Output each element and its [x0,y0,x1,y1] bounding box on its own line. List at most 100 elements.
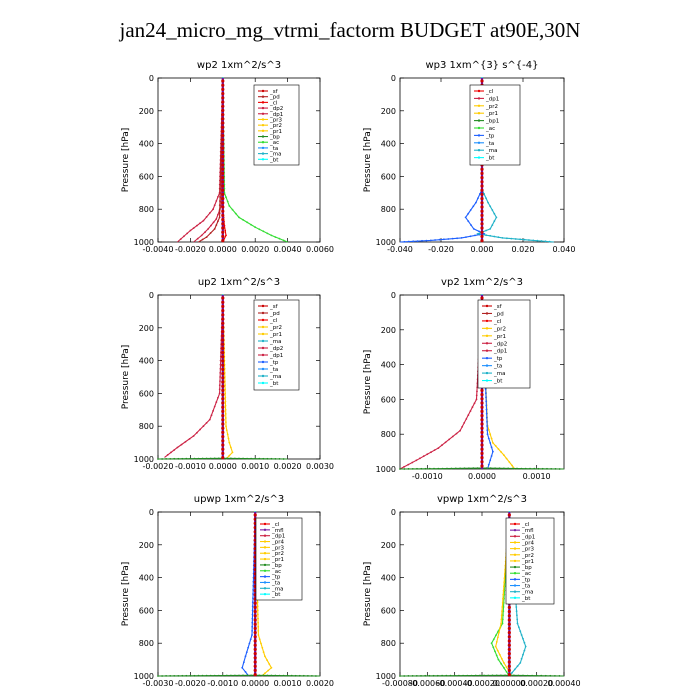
series-point [480,226,484,230]
x-tick-label: 0.0000 [209,462,237,471]
series-point [536,239,539,242]
series-line_dp1 [399,294,483,470]
series-point [253,618,257,622]
y-tick-label: 800 [139,639,154,648]
y-tick-label: 200 [139,541,154,550]
series-point [520,634,523,636]
series-point [234,212,237,215]
series-point [548,240,551,243]
series-point [253,610,257,614]
legend-label: _bt [485,156,495,162]
series-point [264,655,266,658]
series-point [221,422,225,426]
series-point [221,380,225,384]
series-point [226,433,229,436]
series-point [426,453,429,456]
series-point [523,238,526,241]
series-point [221,363,225,367]
series-point [491,224,494,227]
series-point [472,205,475,208]
series-point [221,218,225,222]
x-tick-label: 0.040 [553,245,576,254]
page-title: jan24_micro_mg_vtrmi_factorm BUDGET at90… [119,18,581,42]
series-point [519,662,522,664]
series-point [221,451,225,455]
series-point [173,675,176,677]
series-point [221,409,225,413]
series-point [459,429,461,432]
series-point [251,630,254,632]
y-tick-label: 400 [381,574,396,583]
series-point [212,410,215,412]
series-point [485,408,488,411]
series-point [540,674,543,677]
series-point [497,636,499,639]
series-point [505,457,508,460]
series-point [437,447,440,449]
series-point [234,457,236,460]
series-point [502,614,504,617]
series-point [480,79,484,83]
legend: _cl_dp1 _pr2_pr1 _bp1_ac_tp _ta_ma _bt [469,84,521,166]
series-point [176,446,179,449]
series-point [218,392,221,395]
series-point [480,401,484,405]
series-point [221,321,225,325]
series-point [221,142,225,146]
panel-title: upwp 1xm^2/s^3 [194,494,284,505]
legend-label: _ta [269,367,278,373]
legend-label: _pr3 [271,545,285,551]
series-point [218,384,221,387]
legend-marker [513,522,517,526]
series-point [403,468,406,470]
series-point [290,674,293,677]
legend-label: _dp1 [271,534,285,540]
x-tick-label: 0.0020 [274,462,302,471]
panel-5: upwp 1xm^2/s^3 Pressure [hPa] 0 200 400 600 80… [121,494,334,688]
series-point [554,675,556,677]
series-point [157,458,159,460]
legend-marker [477,149,481,152]
series-point [503,573,506,575]
legend-marker [485,334,489,338]
series-point [507,513,511,517]
x-tick-label: 0.00000 [493,679,526,688]
series-point [485,197,487,200]
series-point [507,656,511,660]
series-point [221,443,225,447]
x-tick-label: -0.0010 [207,679,238,688]
legend-marker [261,106,265,110]
series-point [225,421,227,423]
series-point [502,610,505,612]
series-point [205,216,208,218]
series-line_dp1 [177,77,224,243]
panel-title: vpwp 1xm^2/s^3 [437,494,527,505]
series-point [421,239,423,242]
series-point [205,422,208,424]
series-point [479,674,481,677]
series-point [189,674,192,677]
series-point [219,372,222,374]
series-point [177,457,180,460]
legend-marker [261,101,265,104]
legend-label: _pr4 [521,540,535,546]
series-point [480,393,484,397]
panel-4: vp2 1xm^2/s^3 Pressure [hPa] 0 200 400 600 800… [363,277,565,481]
series-point [253,673,257,677]
series-point [507,605,511,610]
legend-marker [263,575,267,578]
legend-marker [263,528,267,532]
series-point [278,674,281,677]
series-point [485,416,488,419]
series-point [221,414,225,418]
series-point [476,467,479,470]
series-point [494,445,497,447]
y-tick-label: 200 [139,107,154,116]
series-point [218,208,221,211]
series-point [278,458,281,460]
series-point [221,330,225,334]
legend-marker [261,158,265,161]
series-point [221,104,225,108]
series-point [224,229,227,232]
series-point [498,653,501,656]
